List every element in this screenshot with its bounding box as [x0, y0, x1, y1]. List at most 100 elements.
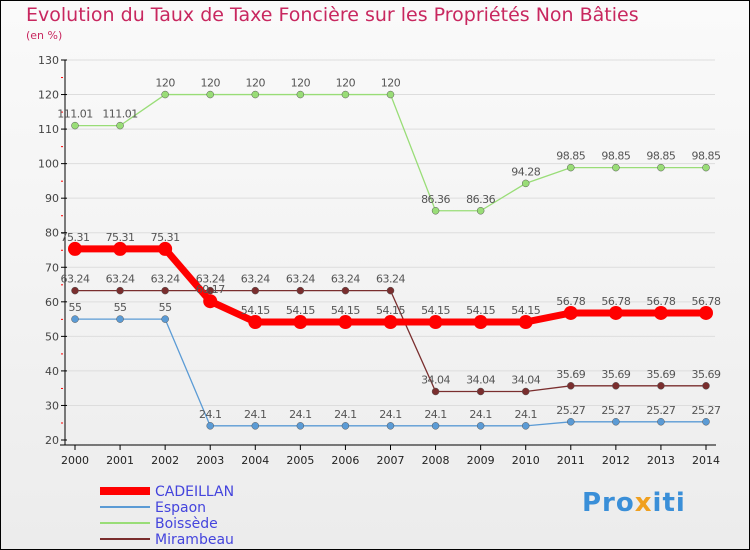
data-label: 75.31 — [106, 231, 135, 244]
data-label: 56.78 — [646, 295, 675, 308]
data-label: 75.31 — [151, 231, 180, 244]
data-point — [702, 163, 710, 172]
data-point — [476, 422, 485, 430]
data-point — [341, 422, 350, 430]
data-point — [71, 286, 79, 295]
data-label: 56.78 — [692, 295, 721, 308]
data-point — [206, 286, 214, 295]
data-label: 54.15 — [376, 304, 405, 317]
chart-title: Evolution du Taux de Taxe Foncière sur l… — [26, 4, 639, 26]
data-point — [293, 315, 308, 330]
x-tick-label: 2006 — [331, 454, 359, 467]
data-point — [567, 418, 575, 426]
data-label: 120 — [200, 77, 220, 90]
legend-swatch — [100, 538, 150, 540]
y-tick-label: 80 — [45, 227, 59, 240]
x-tick-label: 2003 — [196, 454, 224, 467]
data-point — [116, 286, 124, 295]
data-point — [203, 294, 218, 309]
x-tick-label: 2005 — [286, 454, 314, 467]
data-point — [386, 422, 395, 430]
data-point — [428, 315, 443, 330]
data-point — [702, 382, 710, 390]
data-label: 120 — [336, 77, 356, 90]
y-tick-label: 90 — [45, 192, 59, 205]
data-point — [206, 422, 214, 430]
x-tick-label: 2010 — [512, 454, 540, 467]
data-label: 98.85 — [646, 150, 675, 163]
data-label: 54.15 — [511, 304, 540, 317]
data-label: 63.24 — [196, 273, 225, 286]
data-point — [341, 286, 350, 295]
data-point — [699, 305, 713, 320]
data-label: 24.1 — [244, 408, 267, 421]
y-tick-label: 130 — [38, 54, 59, 67]
data-point — [383, 315, 398, 330]
x-tick-label: 2013 — [647, 454, 675, 467]
x-tick-label: 2011 — [557, 454, 585, 467]
data-label: 94.28 — [511, 165, 540, 178]
data-point — [657, 382, 665, 390]
data-point — [476, 207, 485, 215]
data-label: 55 — [69, 301, 82, 314]
data-label: 63.24 — [151, 273, 180, 286]
data-point — [338, 315, 353, 330]
data-point — [161, 315, 169, 323]
data-point — [612, 163, 620, 172]
data-point — [251, 422, 260, 430]
data-point — [518, 315, 533, 330]
data-point — [71, 315, 79, 323]
data-label: 98.85 — [601, 150, 630, 163]
data-point — [431, 422, 440, 430]
data-point — [251, 286, 260, 295]
data-label: 56.78 — [601, 295, 630, 308]
data-label: 25.27 — [646, 404, 675, 417]
data-label: 35.69 — [692, 368, 721, 381]
data-label: 56.78 — [556, 295, 585, 308]
data-point — [161, 286, 169, 295]
data-label: 120 — [291, 77, 311, 90]
legend-swatch — [100, 506, 150, 508]
legend-label: Mirambeau — [155, 532, 234, 548]
data-label: 24.1 — [469, 408, 492, 421]
x-tick-label: 2014 — [692, 454, 720, 467]
data-label: 24.1 — [424, 408, 447, 421]
data-point — [612, 418, 620, 426]
data-label: 63.24 — [376, 273, 405, 286]
data-label: 75.31 — [61, 231, 90, 244]
data-label: 54.15 — [421, 304, 450, 317]
data-point — [521, 179, 530, 188]
data-label: 35.69 — [601, 368, 630, 381]
data-label: 98.85 — [692, 150, 721, 163]
x-tick-label: 2009 — [467, 454, 495, 467]
data-label: 24.1 — [514, 408, 537, 421]
data-point — [521, 387, 530, 396]
proxiti-logo: Proxiti — [582, 488, 686, 518]
data-label: 25.27 — [556, 404, 585, 417]
data-point — [296, 90, 305, 99]
data-point — [161, 90, 169, 99]
data-label: 86.36 — [466, 193, 495, 206]
data-point — [116, 315, 124, 323]
data-point — [567, 163, 575, 172]
data-label: 34.04 — [511, 373, 540, 386]
data-point — [473, 315, 488, 330]
data-point — [386, 90, 395, 99]
x-tick-label: 2007 — [377, 454, 405, 467]
data-label: 63.24 — [241, 273, 270, 286]
data-point — [296, 422, 305, 430]
data-label: 63.24 — [286, 273, 315, 286]
data-point — [608, 305, 623, 320]
data-point — [71, 121, 79, 130]
data-label: 120 — [246, 77, 266, 90]
data-label: 34.04 — [421, 373, 450, 386]
x-tick-label: 2001 — [106, 454, 134, 467]
data-label: 24.1 — [289, 408, 312, 421]
chart-subtitle: (en %) — [26, 29, 63, 42]
data-label: 54.15 — [241, 304, 270, 317]
data-label: 120 — [381, 77, 401, 90]
data-point — [113, 241, 128, 256]
data-point — [567, 382, 575, 390]
